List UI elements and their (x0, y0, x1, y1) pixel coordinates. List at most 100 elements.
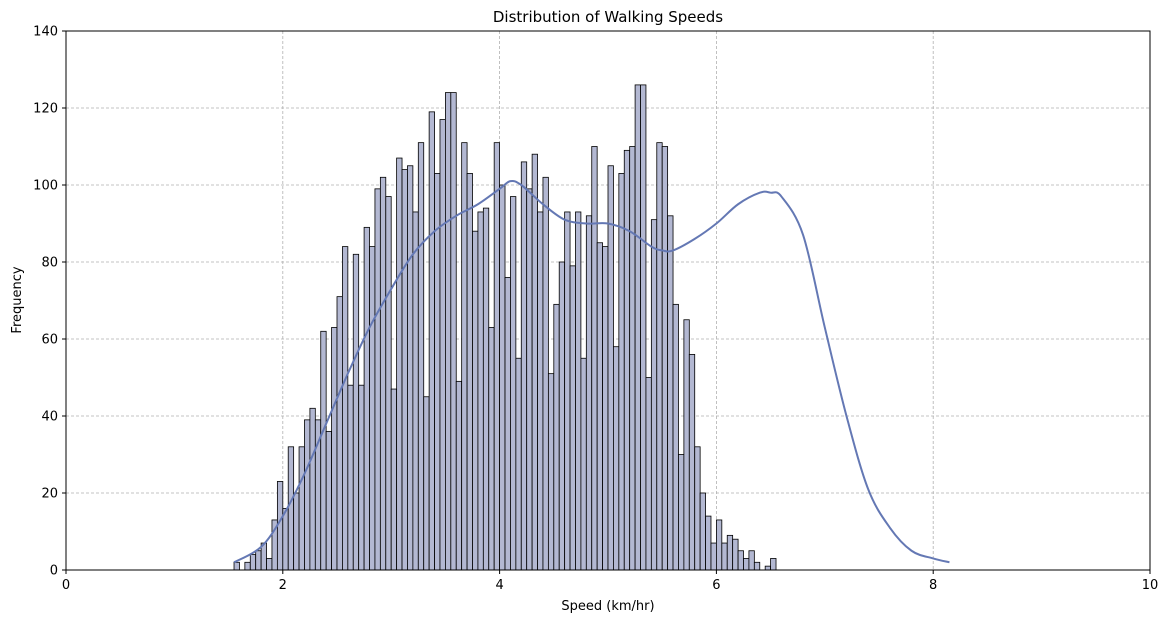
plot-frame (65, 30, 1151, 571)
histogram-bar (748, 550, 755, 571)
histogram-bar (602, 246, 609, 571)
y-tick-label: 40 (41, 410, 58, 425)
histogram-bar (455, 380, 463, 571)
histogram-bar (401, 169, 408, 571)
histogram-bar (461, 142, 468, 571)
histogram-bar (510, 196, 517, 571)
histogram-bar (331, 327, 338, 571)
histogram-bar (363, 226, 370, 571)
histogram-bar (439, 119, 446, 571)
histogram-bar (694, 446, 701, 571)
histogram-bar (417, 142, 425, 571)
histogram-bar (396, 157, 403, 571)
x-tick-label: 0 (62, 578, 70, 593)
histogram-bar (282, 507, 289, 571)
histogram-bar (358, 384, 365, 571)
histogram-bar (672, 303, 679, 571)
histogram-bar (688, 353, 696, 571)
kde-curve (233, 179, 950, 564)
histogram-bar (336, 296, 343, 571)
histogram-bar (320, 330, 327, 571)
histogram-bar (547, 373, 555, 571)
histogram-bar (661, 146, 669, 571)
histogram-bar (482, 207, 490, 571)
x-tick-label: 8 (929, 578, 937, 593)
histogram-bar (407, 165, 414, 571)
x-tick-label: 10 (1142, 578, 1159, 593)
histogram-bar (526, 188, 533, 571)
histogram-bar (770, 558, 777, 571)
histogram-bar (585, 215, 593, 571)
histogram-bar (531, 153, 538, 571)
histogram-bar (488, 327, 495, 571)
histogram-bar (287, 446, 295, 571)
histogram-bar (493, 142, 500, 571)
x-tick-label: 6 (712, 578, 720, 593)
histogram-bar (716, 519, 723, 571)
histogram-bar (390, 388, 398, 571)
histogram-bar (499, 184, 506, 571)
histogram-bar (656, 142, 663, 571)
histogram-bar (591, 146, 598, 571)
histogram-bar (374, 188, 381, 571)
histogram-bar (520, 161, 528, 571)
histogram-bar (764, 565, 771, 571)
y-tick-label: 80 (41, 256, 58, 271)
x-tick-label: 4 (495, 578, 503, 593)
histogram-bar (613, 346, 620, 571)
y-tick-label: 0 (50, 564, 58, 579)
histogram-bar (596, 242, 603, 571)
histogram-bar (352, 253, 360, 571)
chart-title: Distribution of Walking Speeds (493, 8, 723, 26)
y-tick-label: 20 (41, 487, 58, 502)
x-tick-label: 2 (279, 578, 287, 593)
y-tick-label: 60 (41, 333, 58, 348)
y-tick-label: 140 (33, 25, 58, 40)
histogram-bars (233, 84, 777, 571)
x-axis-label: Speed (km/hr) (561, 599, 654, 614)
histogram-bar (385, 196, 392, 571)
histogram-bar (645, 377, 652, 571)
histogram-bar (325, 430, 332, 571)
histogram-bar (753, 561, 761, 571)
histogram-bar (575, 211, 582, 571)
histogram-bar (629, 146, 636, 571)
histogram-bar (618, 173, 625, 571)
histogram-bar (542, 176, 549, 571)
histogram-bar (564, 211, 571, 571)
histogram-bar (640, 84, 647, 571)
y-tick-label: 100 (33, 179, 58, 194)
histogram-bar (699, 492, 706, 571)
histogram-bar (721, 542, 728, 571)
histogram-bar (650, 219, 658, 571)
histogram-bar (558, 261, 566, 571)
histogram-bar (428, 111, 435, 571)
y-axis-label: Frequency (10, 266, 25, 333)
histogram-bar (623, 149, 631, 571)
histogram-bar (607, 165, 614, 571)
histogram-bar (369, 246, 376, 571)
histogram-bar (504, 276, 511, 571)
histogram-bar (710, 542, 717, 571)
histogram-bar (444, 92, 452, 571)
histogram-bar (255, 550, 262, 571)
histogram-bar (423, 396, 430, 571)
histogram-bar (683, 319, 690, 571)
histogram-bar (342, 246, 349, 571)
histogram-bar (580, 357, 587, 571)
histogram-bar (678, 454, 685, 571)
histogram-bar (667, 215, 674, 571)
histogram-bar (466, 173, 473, 571)
histogram-bar (309, 407, 316, 571)
histogram-bar (743, 558, 750, 571)
histogram-bar (537, 211, 544, 571)
histogram-bar (276, 481, 284, 571)
histogram-bar (379, 176, 387, 571)
histogram-bar (569, 265, 576, 571)
histogram-bar (293, 492, 300, 571)
histogram-bar (737, 550, 744, 571)
histogram-bar (434, 173, 441, 571)
histogram-bar (472, 230, 479, 571)
